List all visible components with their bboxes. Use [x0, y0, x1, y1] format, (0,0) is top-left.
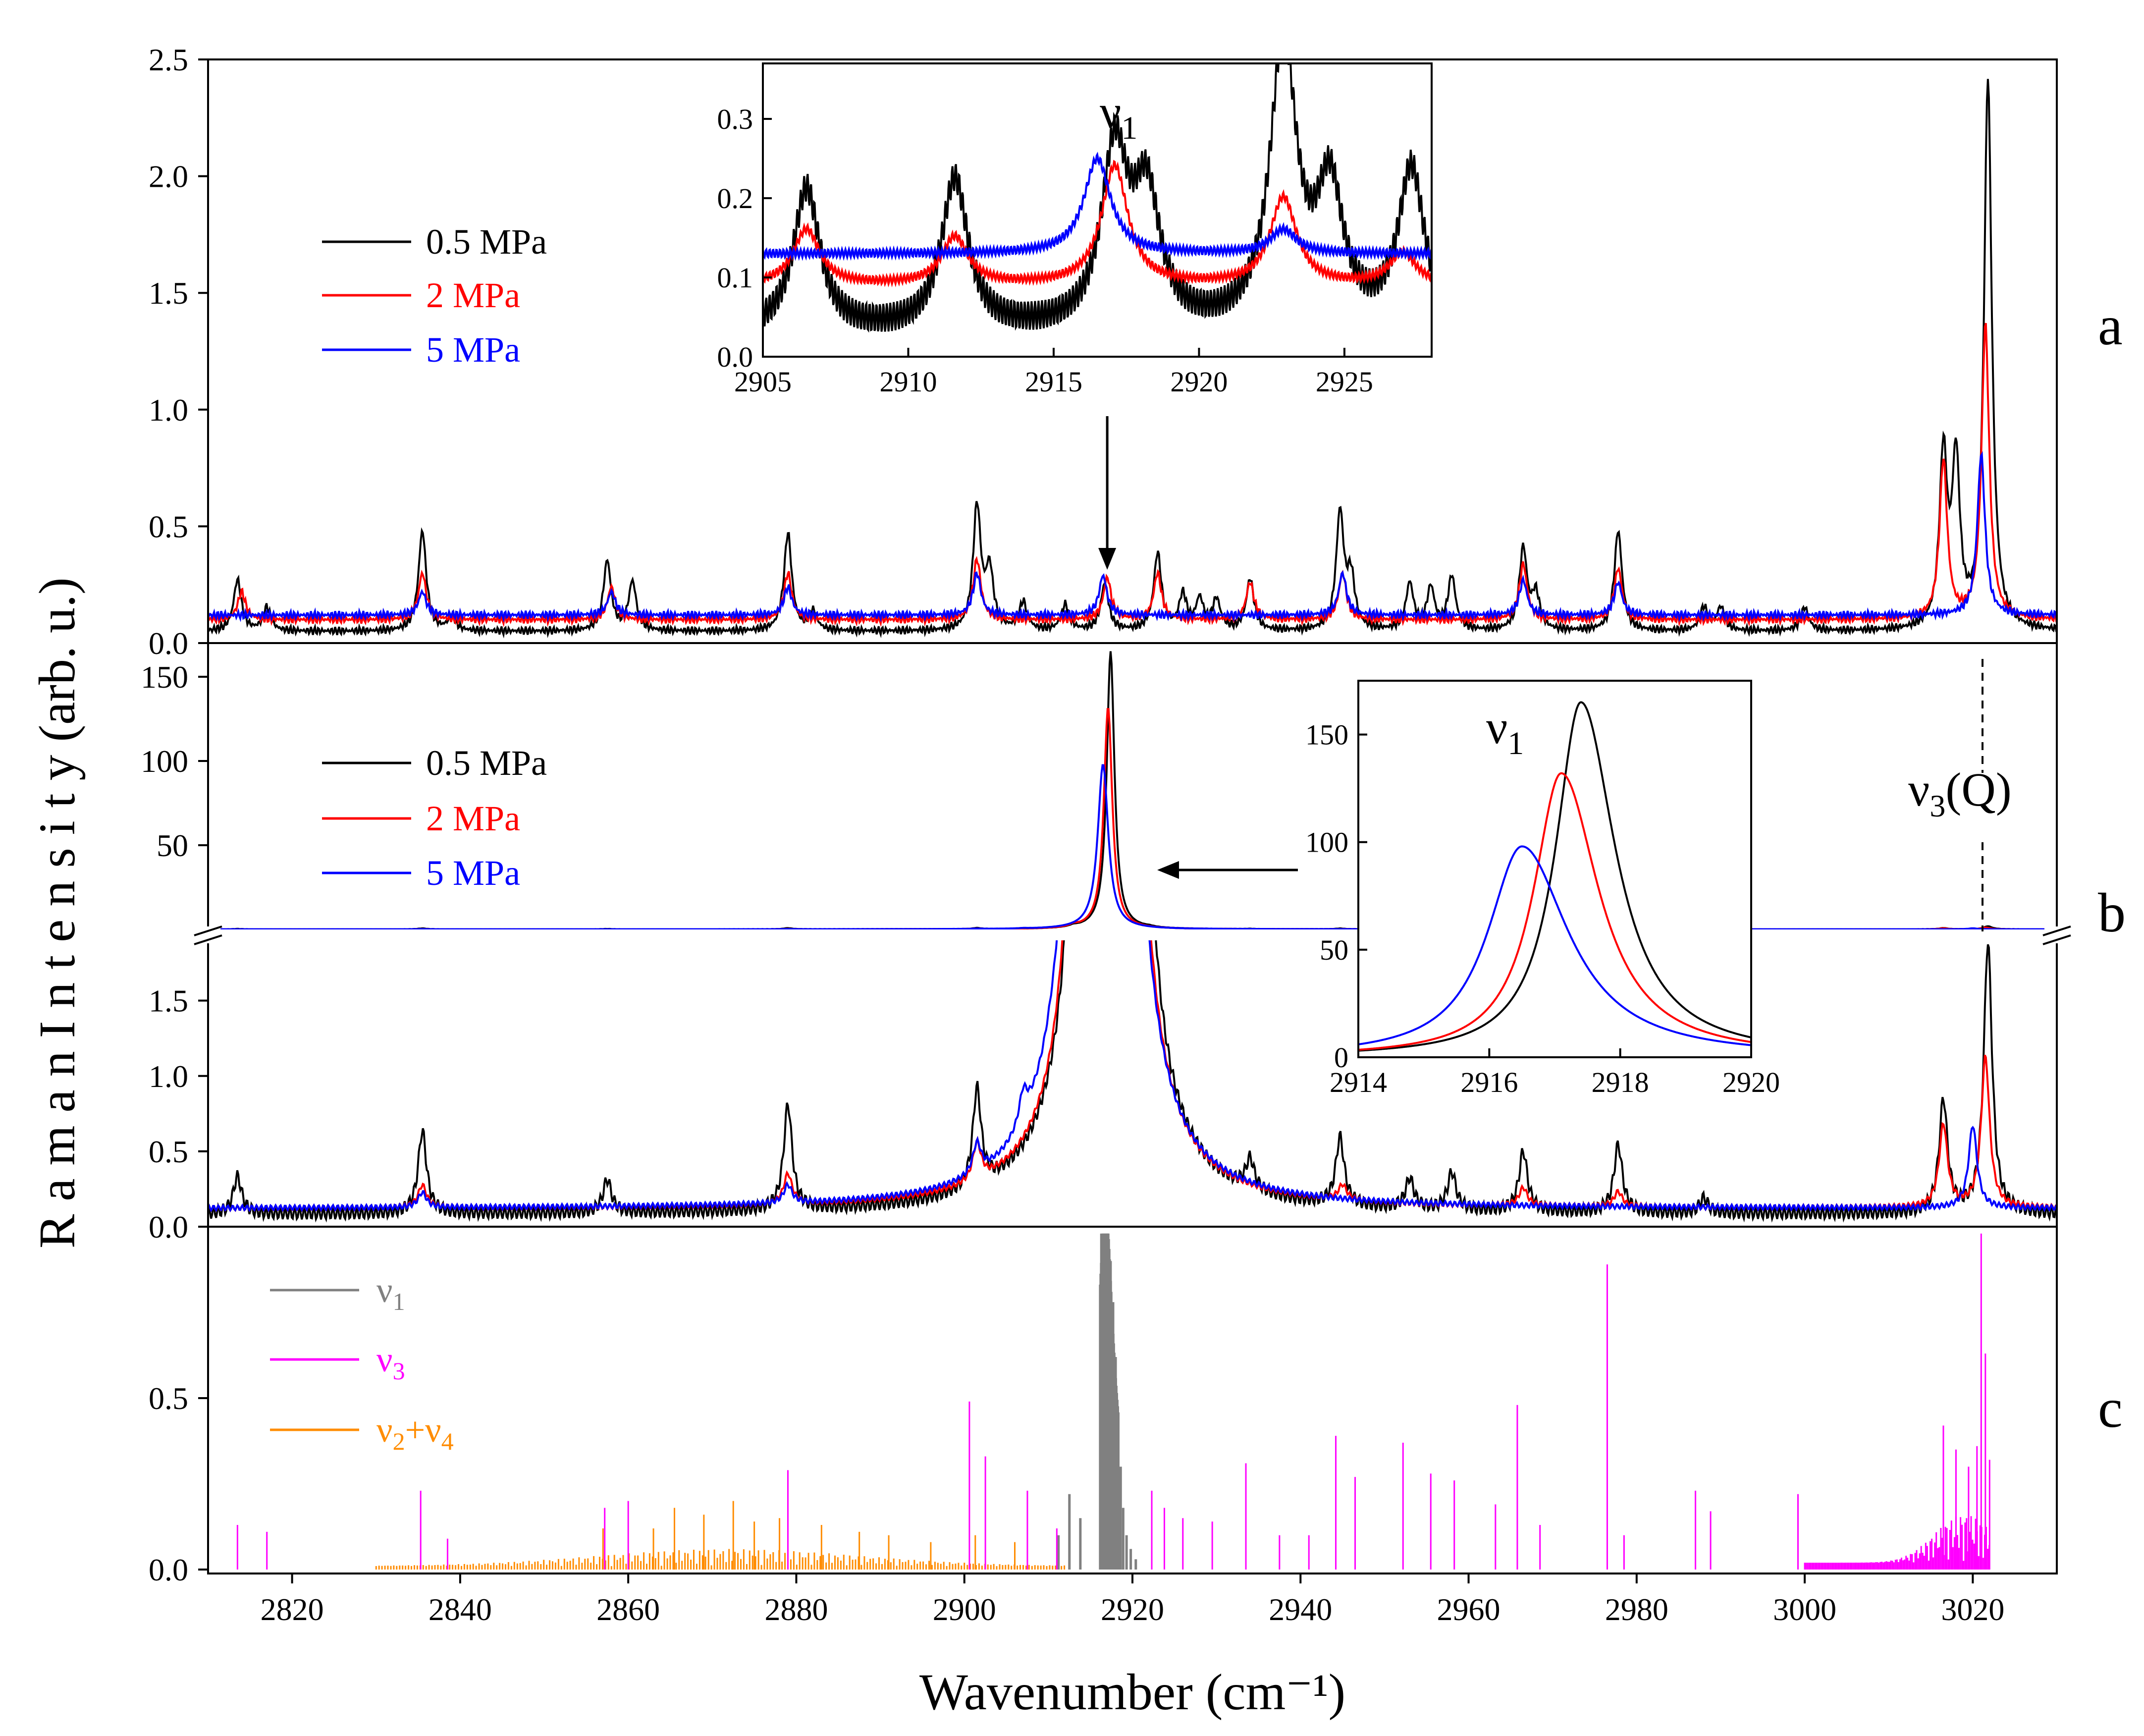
panel-c-xtick: 2880 [764, 1592, 828, 1627]
inset-b-xtick: 2916 [1460, 1066, 1518, 1098]
inset-a-xtick: 2910 [879, 366, 937, 398]
panel-a-series-1 [208, 323, 2057, 628]
legend-a-5mpa: 5 MPa [426, 330, 520, 370]
panel-a-ytick: 1.5 [149, 275, 188, 311]
inset-a-series-0 [763, 63, 1432, 333]
inset-a-ytick: 0.1 [717, 262, 753, 294]
panel-a-ytick: 2.5 [149, 42, 188, 77]
x-axis-label: Wavenumber (cm⁻¹) [919, 1664, 1345, 1721]
inset-b-xtick: 2914 [1330, 1066, 1387, 1098]
inset-a-ytick: 0.3 [717, 103, 753, 135]
panel-b-ytick-upper: 100 [141, 744, 188, 779]
panel-c-xtick: 2980 [1605, 1592, 1668, 1627]
panel-a-ytick: 2.0 [149, 159, 188, 194]
inset-a-title: ν1 [1100, 85, 1137, 146]
inset-b-title-sub: 1 [1507, 725, 1524, 761]
nu3q-annotation: ν3(Q) [1908, 763, 2012, 823]
panel-a-ytick: 1.0 [149, 392, 188, 428]
panel-b-lower-series-0 [208, 940, 2057, 1223]
panel-b-lower-series-2 [208, 940, 2057, 1212]
panel-c-xtick: 2860 [596, 1592, 660, 1627]
inset-a-xtick: 2920 [1170, 366, 1228, 398]
panel-b-y-ticks: 0.0 0.5 1.0 1.5 50 100 150 [141, 659, 208, 1245]
legend-b-5mpa: 5 MPa [426, 853, 520, 893]
panel-c-xtick: 2960 [1437, 1592, 1501, 1627]
panel-c-ytick: 0.5 [149, 1381, 188, 1416]
inset-b-ytick: 150 [1305, 719, 1348, 751]
panel-b-ytick-upper: 50 [157, 828, 188, 863]
inset-a-xtick: 2925 [1316, 366, 1373, 398]
inset-b-xtick: 2920 [1722, 1066, 1780, 1098]
panel-a-series-0 [208, 79, 2057, 639]
panel-c-xtick: 2940 [1269, 1592, 1332, 1627]
inset-b-ytick: 0 [1334, 1041, 1348, 1074]
panel-c-bg-nu2nu4 [375, 1549, 1066, 1570]
inset-b-series-2 [1358, 845, 1751, 1046]
nu3q-q: (Q) [1945, 763, 2011, 816]
panel-b-ytick-lower: 0.5 [149, 1134, 188, 1169]
inset-a-xtick: 2905 [734, 366, 792, 398]
panel-c-x-ticks: 2820 2840 2860 2880 2900 2920 2940 2960 2980 3000… [261, 1573, 2004, 1627]
panel-label-c: c [2098, 1378, 2123, 1439]
panel-label-b: b [2098, 882, 2126, 944]
panel-c-xtick: 2820 [261, 1592, 324, 1627]
panel-label-a: a [2098, 295, 2123, 357]
inset-a-title-sub: 1 [1121, 110, 1137, 146]
legend-a-2mpa: 2 MPa [426, 275, 520, 315]
nu3q-sub: 3 [1930, 788, 1945, 823]
panel-a-curves [208, 79, 2057, 639]
inset-a-ticks: 2905 2910 2915 2920 2925 0.0 0.1 0.2 0.3 [717, 103, 1373, 398]
panel-c-xtick: 2900 [933, 1592, 996, 1627]
y-axis-label: R a m a n I n t e n s i t y (arb. u.) [29, 577, 86, 1248]
panel-a-legend: 0.5 MPa 2 MPa 5 MPa [322, 222, 547, 370]
panel-a-inset: 2905 2910 2915 2920 2925 0.0 0.1 0.2 0.3 ν1 [717, 62, 1433, 398]
legend-c-nu2nu4: ν2+ν4 [376, 1410, 454, 1455]
panel-c-y-ticks: 0.0 0.5 [149, 1381, 208, 1587]
legend-b-2mpa: 2 MPa [426, 799, 520, 838]
panel-c-bg-nu3 [1804, 1516, 1990, 1570]
panel-a-ytick: 0.0 [149, 626, 188, 661]
legend-b-0.5mpa: 0.5 MPa [426, 743, 547, 783]
panel-b-legend: 0.5 MPa 2 MPa 5 MPa [322, 743, 547, 893]
inset-a-ytick: 0.2 [717, 182, 753, 215]
inset-a-curves [763, 63, 1432, 333]
inset-b-ticks: 2914 2916 2918 2920 0 50 100 150 [1305, 719, 1780, 1098]
panel-a-ytick: 0.5 [149, 509, 188, 544]
panel-c-ytick: 0.0 [149, 1552, 188, 1587]
panel-a-frame [207, 58, 2058, 644]
panel-c-legend: ν1 ν3 ν2+ν4 [270, 1270, 454, 1455]
panel-b-lower-curves [208, 940, 2057, 1223]
panel-a-y-ticks: 0.0 0.5 1.0 1.5 2.0 2.5 [149, 42, 208, 661]
inset-b-series-1 [1358, 772, 1751, 1051]
inset-a-xtick: 2915 [1025, 366, 1082, 398]
panel-c: 0.00.5 2820 2840 2860 2880 2900 2920 2940 2960 2… [149, 1226, 2123, 1627]
inset-a-ytick: 0.0 [717, 341, 753, 373]
panel-a: 0.0 0.5 1.0 1.5 2.0 2.5 0.5 MPa 2 MPa 5 MPa a… [149, 42, 2123, 661]
panel-b-ytick-lower: 1.5 [149, 983, 188, 1019]
panel-b-ytick-lower: 1.0 [149, 1059, 188, 1094]
legend-c-nu3: ν3 [376, 1340, 405, 1385]
panel-c-xtick: 2840 [429, 1592, 492, 1627]
panel-a-series-2 [208, 451, 2057, 623]
panel-c-lines [236, 1233, 1990, 1570]
panel-c-xtick: 2920 [1101, 1592, 1164, 1627]
inset-b-xtick: 2918 [1592, 1066, 1649, 1098]
panel-c-xtick: 3020 [1941, 1592, 2004, 1627]
inset-a-series-2 [763, 152, 1432, 261]
inset-b-curves [1358, 701, 1751, 1052]
inset-b-series-0 [1358, 701, 1751, 1052]
panel-b-ytick-upper: 150 [141, 659, 188, 695]
inset-a-series-1 [763, 160, 1432, 288]
panel-b-ytick-lower: 0.0 [149, 1209, 188, 1245]
panel-c-xtick: 3000 [1773, 1592, 1836, 1627]
panel-a-arrow [1098, 416, 1117, 570]
inset-b-ytick: 100 [1305, 826, 1348, 859]
legend-a-0.5mpa: 0.5 MPa [426, 222, 547, 262]
inset-b-ytick: 50 [1320, 934, 1348, 966]
